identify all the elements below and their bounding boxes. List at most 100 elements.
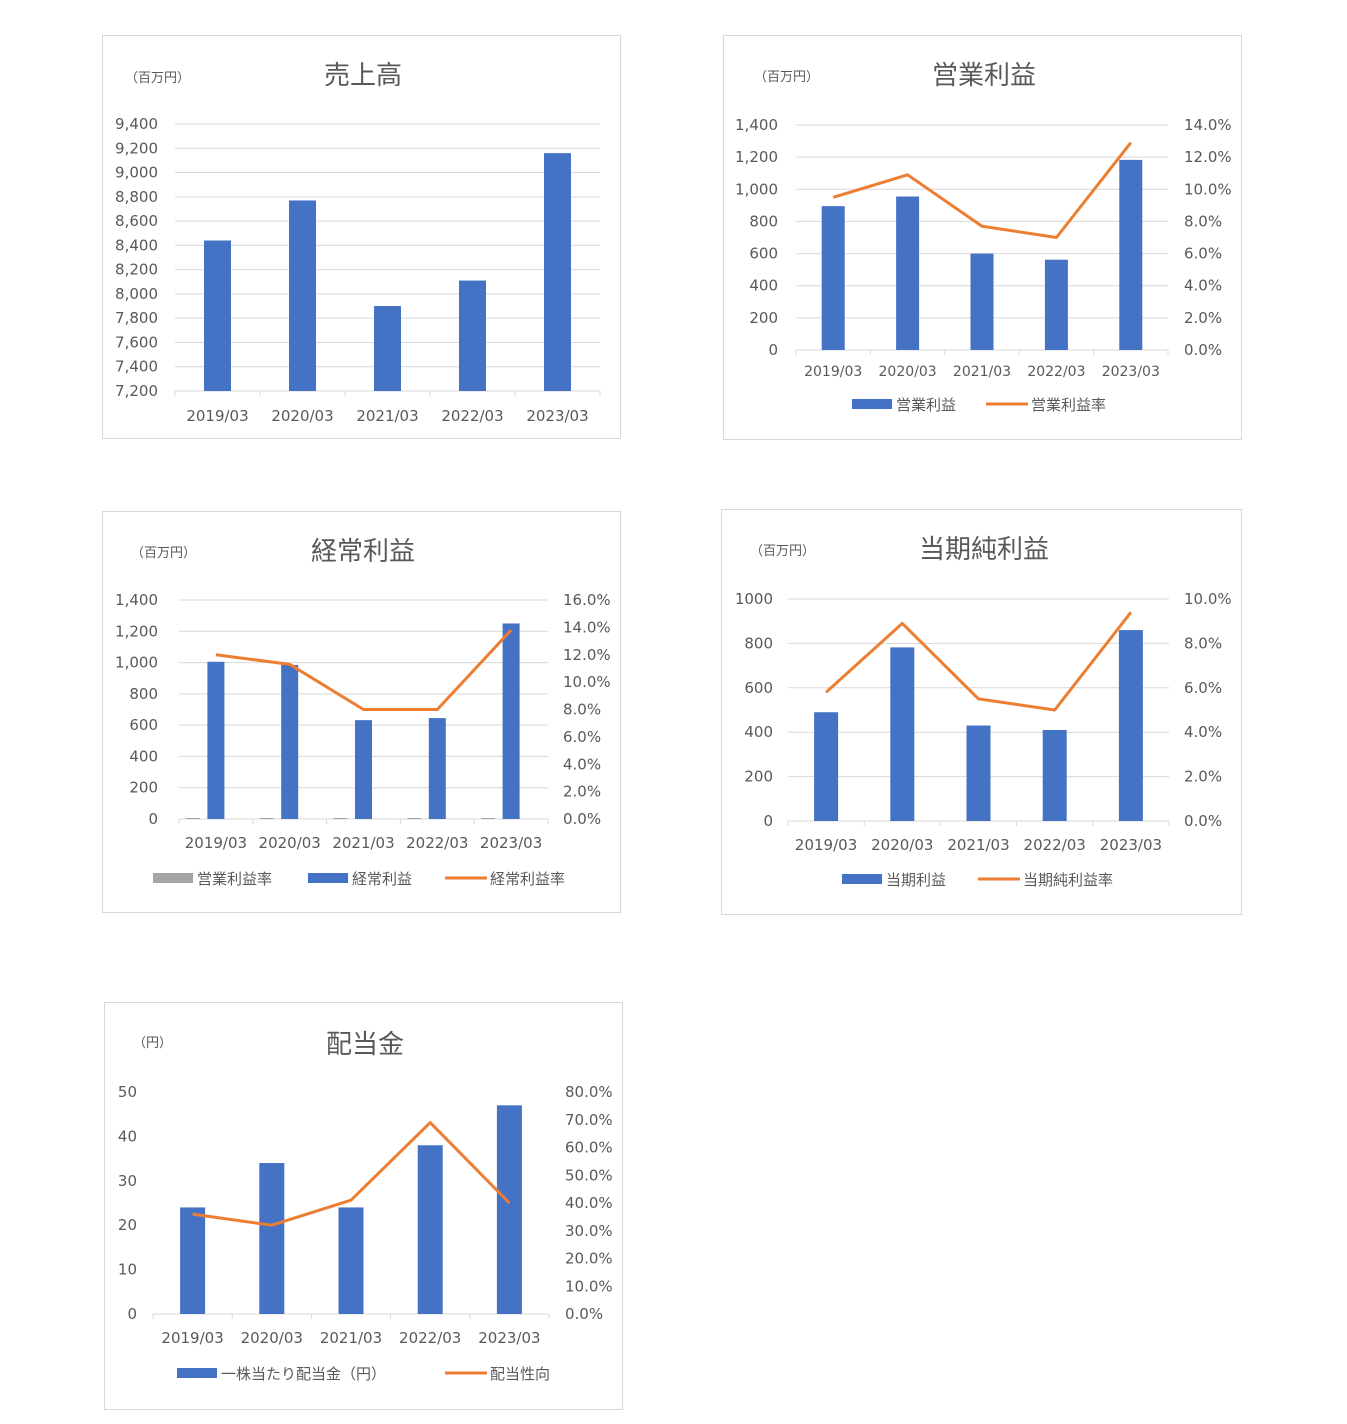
legend-item: 営業利益率 xyxy=(153,870,272,888)
bar xyxy=(502,623,520,819)
y-tick-label: 600 xyxy=(744,679,773,697)
y-tick-label: 7,600 xyxy=(115,333,158,351)
y-tick-label: 1000 xyxy=(735,590,773,608)
x-tick-label: 2019/03 xyxy=(161,1329,223,1347)
bar xyxy=(1042,729,1067,821)
dividend-chart-panel: 配当金 （円） 0 10 20 30 40 50 0.0% 10.0% 20.0% 30.0% 40.0… xyxy=(104,1002,623,1410)
chart-title: 営業利益 xyxy=(932,61,1036,91)
legend-item: 一株当たり配当金（円） xyxy=(177,1365,386,1383)
bar xyxy=(417,1145,443,1314)
operating-profit-chart: 営業利益 （百万円） 0 200 400 600 800 1,000 1,200 1,400 0.0… xyxy=(735,61,1232,414)
bar xyxy=(207,661,225,819)
bar xyxy=(289,200,316,391)
bar-gray xyxy=(259,818,274,819)
bar xyxy=(1119,159,1143,350)
y2-tick-label: 0.0% xyxy=(1184,812,1222,830)
y2-tick-label: 6.0% xyxy=(1184,679,1222,697)
chart-title: 売上高 xyxy=(324,61,402,91)
x-tick-label: 2023/03 xyxy=(478,1329,540,1347)
y-tick-label: 7,200 xyxy=(115,382,158,400)
legend-swatch-bar xyxy=(308,873,348,883)
unit-label: （円） xyxy=(133,1036,172,1051)
x-tick-label: 2023/03 xyxy=(1102,364,1160,380)
bar xyxy=(890,647,915,821)
bar xyxy=(544,153,571,391)
bar xyxy=(338,1207,364,1314)
legend-label: 当期純利益率 xyxy=(1023,871,1113,889)
y2-tick-label: 0.0% xyxy=(563,810,601,828)
bar xyxy=(428,718,446,819)
series-line xyxy=(192,1121,511,1227)
y2-tick-label: 4.0% xyxy=(563,755,601,773)
bar xyxy=(281,664,299,819)
bar-gray xyxy=(185,818,200,819)
y-tick-label: 400 xyxy=(129,747,158,765)
y-tick-label: 400 xyxy=(744,723,773,741)
bar-gray xyxy=(333,818,348,819)
x-tick-label: 2020/03 xyxy=(271,407,333,425)
x-tick-label: 2019/03 xyxy=(804,364,862,380)
x-tick-label: 2019/03 xyxy=(186,407,248,425)
y-tick-label: 1,200 xyxy=(735,148,778,166)
y-tick-label: 600 xyxy=(129,716,158,734)
y2-tick-label: 2.0% xyxy=(1184,768,1222,786)
x-tick-label: 2021/03 xyxy=(953,364,1011,380)
bar xyxy=(259,1163,285,1314)
y-tick-label: 9,000 xyxy=(115,164,158,182)
unit-label: （百万円） xyxy=(750,544,815,559)
y2-tick-label: 12.0% xyxy=(563,646,611,664)
operating-profit-chart-panel: 営業利益 （百万円） 0 200 400 600 800 1,000 1,200 1,400 0.0… xyxy=(723,35,1242,440)
series-line xyxy=(215,629,513,711)
y-tick-label: 400 xyxy=(749,277,778,295)
y-tick-label: 8,800 xyxy=(115,188,158,206)
bar xyxy=(374,306,401,391)
y-tick-label: 0 xyxy=(768,341,778,359)
y2-tick-label: 16.0% xyxy=(563,591,611,609)
y-tick-label: 7,400 xyxy=(115,358,158,376)
unit-label: （百万円） xyxy=(131,546,196,561)
y-tick-label: 1,000 xyxy=(735,180,778,198)
legend-swatch-bar xyxy=(153,873,193,883)
legend-label: 一株当たり配当金（円） xyxy=(221,1365,386,1383)
y2-tick-label: 2.0% xyxy=(563,783,601,801)
y2-tick-label: 0.0% xyxy=(1184,341,1222,359)
bar xyxy=(814,712,839,821)
legend-label: 営業利益率 xyxy=(197,870,272,888)
bar-gray xyxy=(407,818,422,819)
legend-label: 営業利益率 xyxy=(1031,396,1106,414)
series-line xyxy=(825,611,1133,712)
y-tick-label: 0 xyxy=(763,812,773,830)
series-line xyxy=(832,141,1132,239)
y2-tick-label: 8.0% xyxy=(1184,212,1222,230)
y2-tick-label: 10.0% xyxy=(563,673,611,691)
y-tick-label: 8,400 xyxy=(115,236,158,254)
legend-swatch-bar xyxy=(842,874,882,884)
y-tick-label: 9,400 xyxy=(115,115,158,133)
y-tick-label: 200 xyxy=(744,768,773,786)
y2-tick-label: 10.0% xyxy=(565,1277,613,1295)
x-tick-label: 2019/03 xyxy=(795,836,857,854)
y-tick-label: 800 xyxy=(744,634,773,652)
y2-tick-label: 30.0% xyxy=(565,1222,613,1240)
sales-chart: 売上高 （百万円） 7,200 7,400 7,600 7,800 8,000 8,200 8,… xyxy=(115,61,601,425)
y-tick-label: 800 xyxy=(129,685,158,703)
x-tick-label: 2020/03 xyxy=(259,834,321,852)
y-tick-label: 30 xyxy=(118,1172,137,1190)
legend-item: 営業利益率 xyxy=(986,396,1106,414)
y-tick-label: 0 xyxy=(148,810,158,828)
x-tick-label: 2020/03 xyxy=(241,1329,303,1347)
y2-tick-label: 4.0% xyxy=(1184,723,1222,741)
y-tick-label: 600 xyxy=(749,245,778,263)
y-tick-label: 200 xyxy=(129,779,158,797)
x-tick-label: 2023/03 xyxy=(1100,836,1162,854)
y-tick-label: 50 xyxy=(118,1083,137,1101)
x-tick-label: 2019/03 xyxy=(185,834,247,852)
legend-label: 経常利益 xyxy=(352,870,412,888)
y-tick-label: 1,000 xyxy=(115,654,158,672)
dividend-chart: 配当金 （円） 0 10 20 30 40 50 0.0% 10.0% 20.0% 30.0% 40.0… xyxy=(118,1030,613,1383)
legend-label: 配当性向 xyxy=(490,1365,550,1383)
sales-chart-panel: 売上高 （百万円） 7,200 7,400 7,600 7,800 8,000 8,200 8,… xyxy=(102,35,621,439)
legend-item: 当期利益 xyxy=(842,871,946,889)
x-tick-label: 2023/03 xyxy=(480,834,542,852)
y2-tick-label: 6.0% xyxy=(1184,245,1222,263)
